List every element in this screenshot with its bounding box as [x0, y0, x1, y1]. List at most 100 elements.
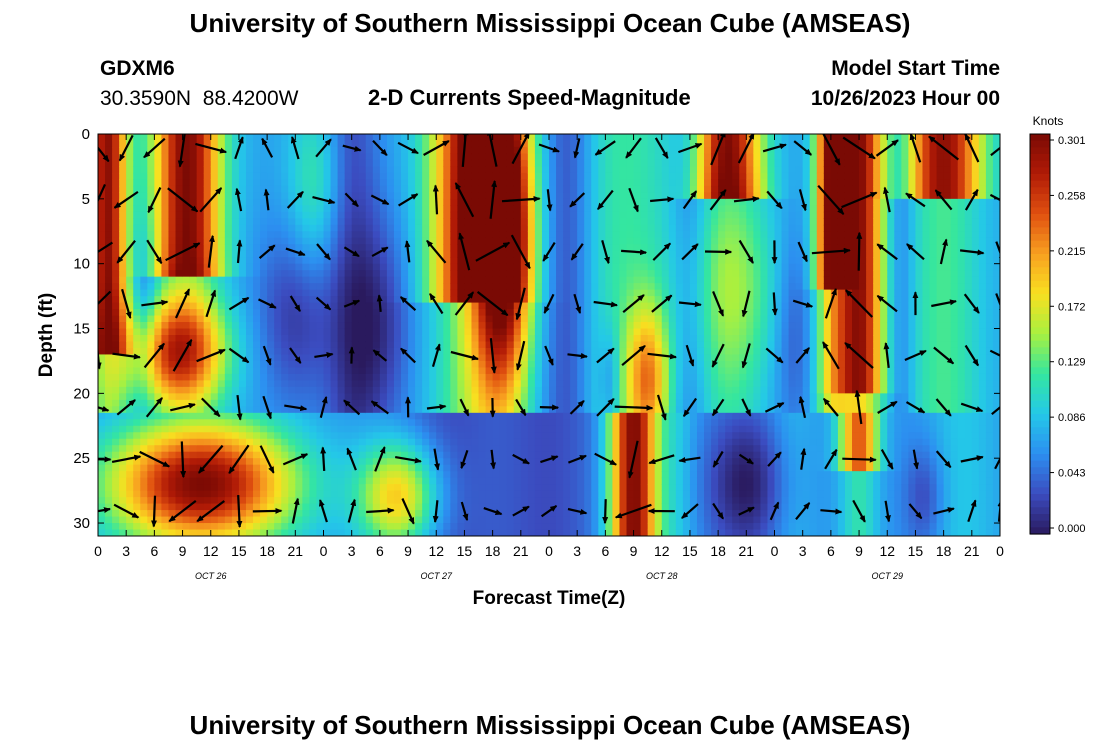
current-arrow	[398, 193, 419, 207]
current-arrow	[621, 249, 648, 256]
current-arrow	[289, 295, 301, 313]
current-arrow	[649, 196, 675, 203]
current-arrow	[319, 499, 328, 523]
x-tick-label: 0	[996, 543, 1004, 559]
colorbar-cell	[1030, 407, 1050, 415]
current-arrow	[797, 241, 808, 263]
chart-title: 2-D Currents Speed-Magnitude	[368, 85, 691, 110]
current-arrow	[432, 184, 439, 215]
current-arrow	[198, 444, 224, 474]
colorbar-cell	[1030, 260, 1050, 268]
x-axis: 0 3 6 9 12 15 18 21 0 3 6 9 12 15 18 21 0 3 6 9 12 15 18 21 0 3 6 9…	[94, 134, 1004, 559]
current-arrow	[795, 347, 810, 364]
colorbar-cell	[1030, 300, 1050, 308]
current-arrow	[704, 248, 733, 255]
current-arrow	[765, 347, 784, 364]
current-arrow	[174, 288, 191, 319]
station-longitude: 88.4200W	[202, 87, 299, 110]
current-arrow	[647, 352, 677, 360]
y-tick-label: 10	[73, 256, 90, 273]
colorbar-cell	[1030, 520, 1050, 528]
current-arrow	[540, 455, 559, 464]
current-arrow	[372, 140, 388, 156]
current-arrow	[964, 188, 979, 211]
current-arrow	[678, 301, 702, 308]
current-arrow	[139, 450, 170, 468]
current-arrow	[113, 190, 139, 209]
current-arrow	[681, 503, 699, 519]
current-arrow	[824, 287, 837, 319]
footer-title: University of Southern Mississippi Ocean…	[189, 710, 911, 740]
current-arrow	[738, 506, 755, 516]
current-arrow	[459, 398, 470, 417]
current-arrow	[621, 344, 646, 367]
colorbar-cell	[1030, 360, 1050, 368]
current-arrow	[852, 499, 866, 523]
y-tick-label: 25	[73, 450, 90, 467]
current-arrow	[876, 243, 898, 261]
current-arrow	[678, 142, 703, 154]
current-arrow	[652, 242, 671, 261]
current-arrow	[98, 344, 102, 370]
current-arrow	[594, 452, 617, 466]
current-arrow	[990, 146, 1000, 157]
current-arrow	[733, 196, 760, 203]
station-coordinates: 30.3590N 88.4200W	[100, 87, 298, 111]
colorbar-cell	[1030, 440, 1050, 448]
current-arrow	[614, 404, 654, 411]
colorbar-unit: Knots	[1033, 114, 1064, 128]
colorbar-tick-label: 0.301	[1058, 135, 1086, 147]
current-arrow	[426, 403, 447, 410]
current-arrow	[997, 499, 1000, 522]
colorbar-cell	[1030, 380, 1050, 388]
current-arrow	[569, 400, 585, 415]
date-label: OCT 29	[871, 571, 903, 581]
current-arrow	[967, 499, 977, 523]
current-arrow	[883, 186, 891, 213]
colorbar-cell	[1030, 480, 1050, 488]
colorbar-cell	[1030, 220, 1050, 228]
current-arrow	[489, 338, 497, 374]
current-arrow	[370, 194, 390, 206]
current-arrow	[426, 239, 447, 264]
colorbar-cell	[1030, 134, 1050, 142]
model-start-value: 10/26/2023 Hour 00	[810, 87, 1000, 110]
current-arrow	[570, 243, 584, 261]
colorbar-cell	[1030, 140, 1050, 148]
current-arrow	[143, 342, 165, 369]
current-arrow	[877, 400, 898, 414]
colorbar-cell	[1030, 147, 1050, 155]
current-arrow	[168, 500, 197, 523]
station-latitude: 30.3590N	[100, 87, 192, 110]
current-arrow	[960, 455, 984, 463]
current-arrow	[648, 454, 675, 465]
current-arrow	[112, 352, 141, 360]
colorbar-cell	[1030, 354, 1050, 362]
current-arrow	[366, 507, 395, 514]
current-arrow	[116, 240, 136, 264]
current-arrow	[989, 193, 1000, 202]
current-arrow	[737, 134, 755, 164]
current-arrow	[111, 454, 142, 463]
current-arrow	[842, 456, 877, 463]
current-arrow	[883, 342, 890, 369]
current-arrow	[98, 146, 110, 163]
current-arrow	[196, 500, 225, 523]
current-arrow	[568, 454, 587, 464]
x-tick-label: 3	[122, 543, 130, 559]
current-arrow	[400, 347, 416, 364]
current-arrow	[98, 405, 110, 412]
current-arrow	[291, 497, 300, 524]
colorbar-tick-label: 0.129	[1058, 357, 1086, 369]
current-arrow	[651, 294, 673, 313]
current-arrow	[316, 243, 331, 261]
current-arrow	[433, 448, 440, 471]
page-title: University of Southern Mississippi Ocean…	[189, 8, 911, 38]
colorbar-cell	[1030, 327, 1050, 335]
current-arrow	[343, 299, 361, 308]
current-arrow	[792, 299, 814, 308]
current-arrow	[320, 446, 327, 471]
x-tick-label: 6	[601, 543, 609, 559]
current-arrow	[995, 293, 1000, 315]
current-arrow	[167, 187, 199, 213]
